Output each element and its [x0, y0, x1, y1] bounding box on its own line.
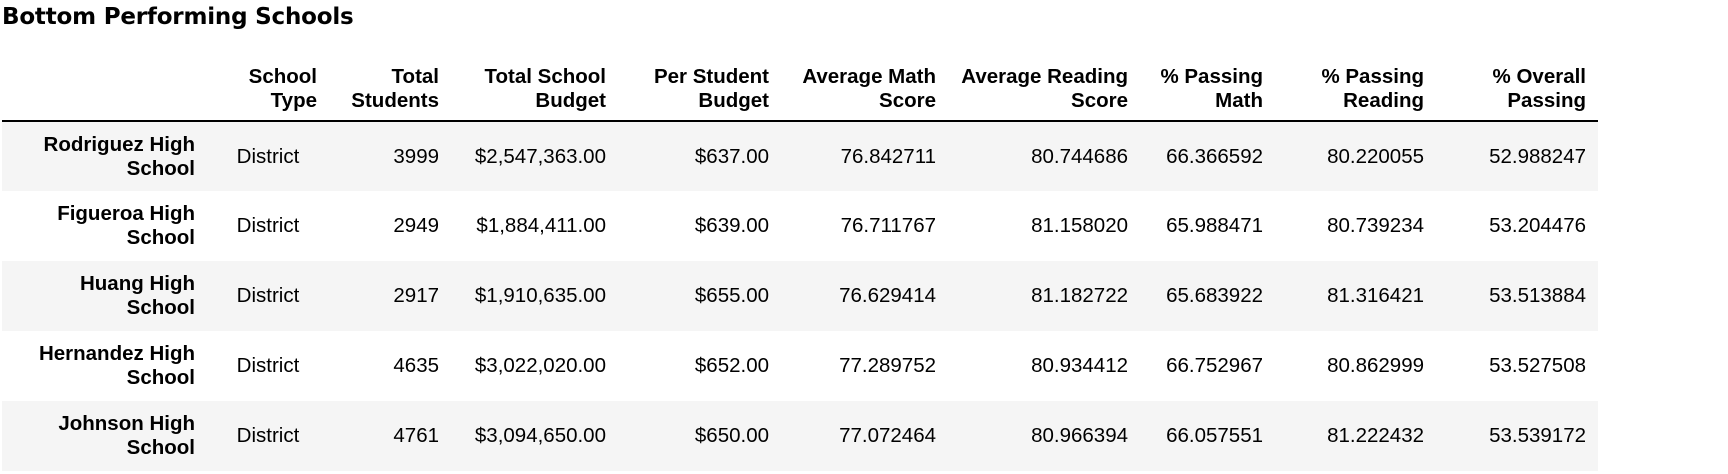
passing-math: 66.752967: [1166, 354, 1263, 377]
school-name: Huang High School: [79, 272, 195, 319]
page-title: Bottom Performing Schools: [2, 4, 354, 30]
column-header-passing-reading: % Passing Reading: [1321, 65, 1424, 112]
total-students: 3999: [393, 144, 439, 168]
table-row: Huang High School District 2917 $1,910,6…: [2, 261, 1598, 331]
average-math-score: 76.711767: [840, 214, 936, 237]
overall-passing: 53.204476: [1489, 214, 1586, 237]
per-student-budget: $639.00: [694, 214, 769, 237]
table-body: Rodriguez High School District 3999 $2,5…: [2, 121, 1598, 471]
total-school-budget: $1,884,411.00: [476, 214, 606, 237]
passing-reading: 80.739234: [1327, 214, 1424, 237]
average-math-score: 76.629414: [839, 284, 936, 307]
school-name: Johnson High School: [58, 412, 195, 459]
passing-reading: 81.222432: [1327, 424, 1424, 447]
per-student-budget: $655.00: [694, 284, 769, 307]
column-header-overall-passing: % Overall Passing: [1492, 65, 1586, 112]
passing-reading: 81.316421: [1327, 284, 1424, 307]
total-school-budget: $3,094,650.00: [474, 424, 606, 447]
per-student-budget: $650.00: [694, 424, 769, 447]
column-header-total-students: Total Students: [351, 65, 439, 112]
total-students: 4635: [393, 354, 439, 377]
per-student-budget: $652.00: [694, 354, 769, 377]
table-row: Figueroa High School District 2949 $1,88…: [2, 191, 1598, 261]
passing-math: 66.366592: [1166, 144, 1263, 168]
column-header-total-school-budget: Total School Budget: [484, 65, 606, 112]
average-math-score: 77.289752: [839, 354, 936, 377]
total-school-budget: $3,022,020.00: [474, 354, 606, 377]
table-header: School Type Total Students Total School …: [2, 60, 1598, 121]
table-row: Johnson High School District 4761 $3,094…: [2, 401, 1598, 471]
overall-passing: 53.539172: [1489, 424, 1586, 447]
school-type: District: [236, 424, 300, 447]
average-reading-score: 80.934412: [1031, 354, 1128, 377]
column-header-index: [2, 60, 207, 121]
total-students: 2949: [393, 214, 439, 237]
average-reading-score: 80.966394: [1031, 424, 1128, 447]
average-math-score: 76.842711: [840, 144, 936, 168]
table-row: Hernandez High School District 4635 $3,0…: [2, 331, 1598, 401]
school-type: District: [236, 214, 300, 237]
column-header-passing-math: % Passing Math: [1160, 65, 1263, 112]
school-name: Hernandez High School: [38, 342, 195, 389]
average-math-score: 77.072464: [839, 424, 936, 447]
total-school-budget: $2,547,363.00: [474, 144, 606, 168]
school-name: Rodriguez High School: [43, 132, 195, 180]
column-header-average-reading-score: Average Reading Score: [961, 65, 1128, 112]
header-row: School Type Total Students Total School …: [2, 60, 1598, 121]
average-reading-score: 81.158020: [1031, 214, 1128, 237]
per-student-budget: $637.00: [694, 144, 769, 168]
column-header-per-student-budget: Per Student Budget: [653, 65, 769, 112]
total-school-budget: $1,910,635.00: [474, 284, 606, 307]
overall-passing: 52.988247: [1489, 144, 1586, 168]
school-type: District: [236, 144, 300, 168]
overall-passing: 53.513884: [1489, 284, 1586, 307]
bottom-schools-table: School Type Total Students Total School …: [2, 60, 1598, 471]
total-students: 2917: [393, 284, 439, 307]
passing-reading: 80.862999: [1327, 354, 1424, 377]
school-type: District: [236, 284, 300, 307]
column-header-average-math-score: Average Math Score: [802, 65, 936, 112]
passing-math: 66.057551: [1166, 424, 1263, 447]
table-row: Rodriguez High School District 3999 $2,5…: [2, 121, 1598, 191]
average-reading-score: 80.744686: [1031, 144, 1128, 168]
column-header-school-type: School Type: [248, 65, 317, 112]
school-type: District: [236, 354, 300, 377]
total-students: 4761: [393, 424, 439, 447]
school-name: Figueroa High School: [57, 202, 195, 249]
passing-reading: 80.220055: [1327, 144, 1424, 168]
passing-math: 65.988471: [1166, 214, 1263, 237]
overall-passing: 53.527508: [1489, 354, 1586, 377]
average-reading-score: 81.182722: [1031, 284, 1128, 307]
passing-math: 65.683922: [1166, 284, 1263, 307]
